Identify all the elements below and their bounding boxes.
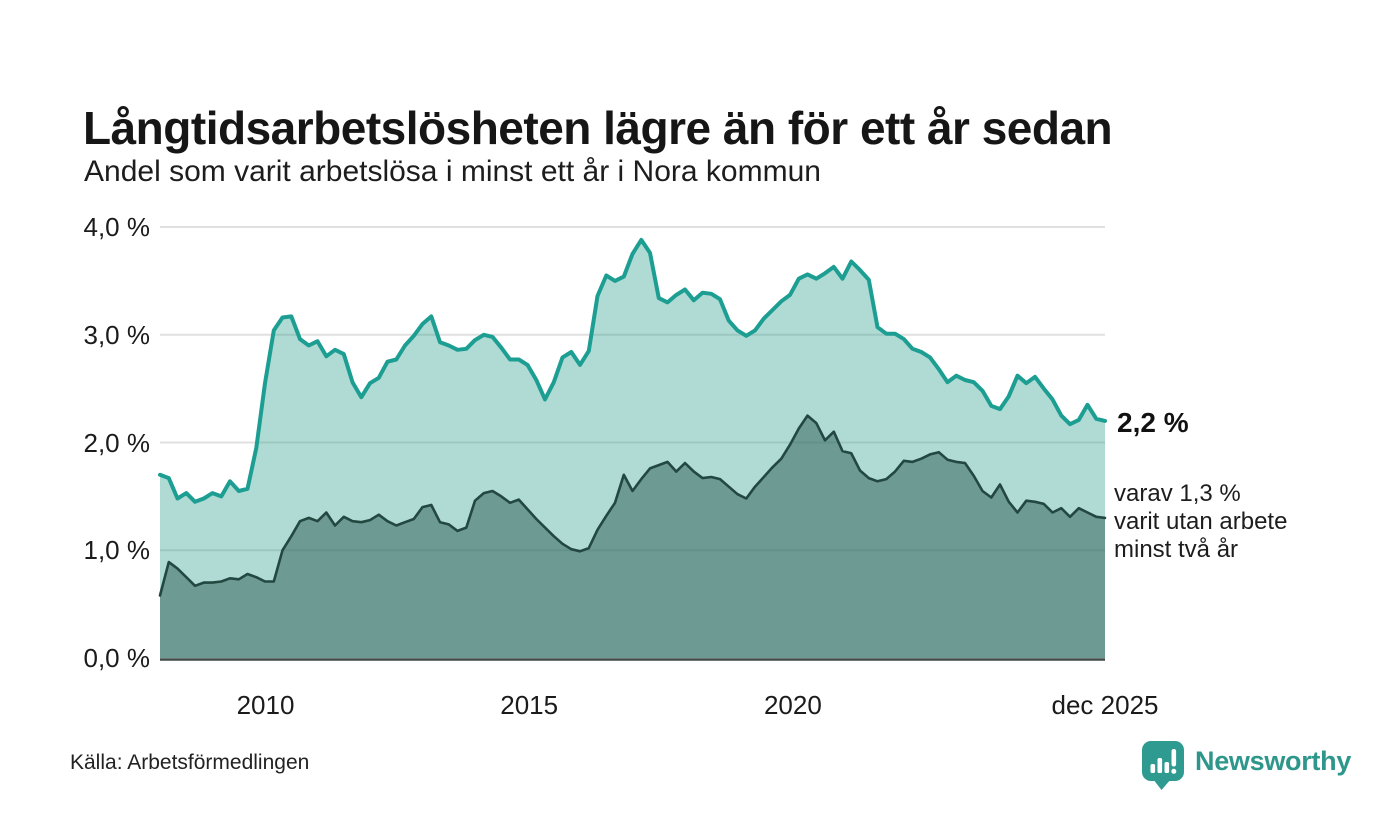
minst-ett-ar-line (158, 237, 1107, 504)
x-tick-label: dec 2025 (1051, 690, 1159, 720)
y-tick-label: 3,0 % (83, 319, 151, 350)
y-tick-label: 1,0 % (83, 535, 151, 566)
newsworthy-bubble-icon (1142, 741, 1184, 790)
two-year-annotation-line1: varav 1,3 % (1114, 480, 1241, 507)
source-note: Källa: Arbetsförmedlingen (70, 751, 310, 774)
y-tick-label: 2,0 % (83, 427, 151, 458)
page-subtitle: Andel som varit arbetslösa i minst ett å… (84, 155, 821, 188)
minst-tva-ar-area (160, 415, 1105, 658)
y-tick-label: 4,0 % (83, 212, 151, 242)
x-tick-label: 2015 (500, 690, 559, 720)
two-year-annotation: varav 1,3 % varit utan arbete minst två … (1114, 480, 1287, 564)
newsworthy-logo: Newsworthy (1141, 740, 1351, 792)
x-tick-label: 2020 (763, 690, 822, 720)
x-tick-label: 2010 (236, 690, 295, 720)
two-year-annotation-line2: varit utan arbete (1114, 508, 1288, 535)
two-year-annotation-line3: minst två år (1114, 536, 1239, 563)
newsworthy-wordmark: Newsworthy (1195, 746, 1352, 776)
latest-value-annotation: 2,2 % (1117, 407, 1189, 438)
y-tick-label: 0,0 % (83, 643, 151, 673)
page-title: Långtidsarbetslösheten lägre än för ett … (83, 101, 1113, 154)
minst-tva-ar-line (158, 414, 1107, 597)
